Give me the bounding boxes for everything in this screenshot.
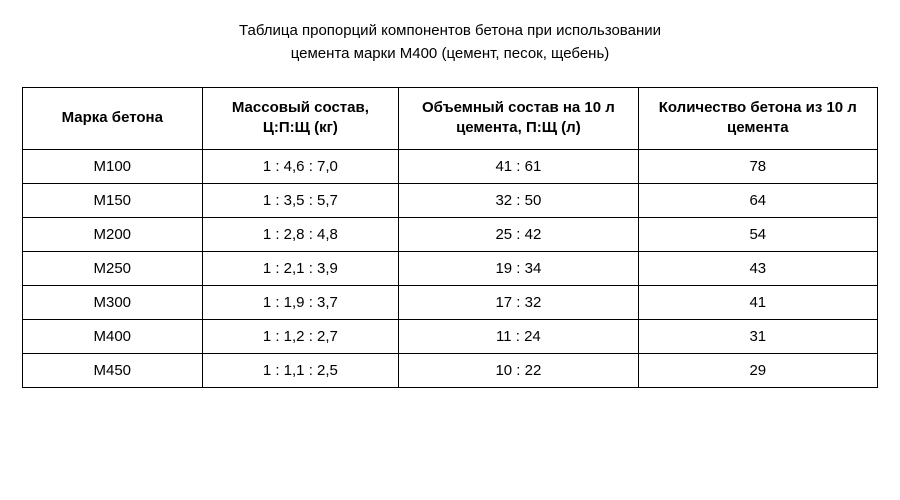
col-header-quantity: Количество бетона из 10 л цемента: [638, 88, 877, 150]
table-header-row: Марка бетона Массовый состав, Ц:П:Щ (кг)…: [23, 88, 878, 150]
cell-grade: М100: [23, 149, 203, 183]
table-row: М200 1 : 2,8 : 4,8 25 : 42 54: [23, 217, 878, 251]
cell-mass: 1 : 3,5 : 5,7: [202, 183, 399, 217]
cell-volume: 10 : 22: [399, 353, 638, 387]
col-header-grade: Марка бетона: [23, 88, 203, 150]
cell-mass: 1 : 4,6 : 7,0: [202, 149, 399, 183]
cell-mass: 1 : 1,2 : 2,7: [202, 319, 399, 353]
cell-volume: 11 : 24: [399, 319, 638, 353]
table-row: М250 1 : 2,1 : 3,9 19 : 34 43: [23, 251, 878, 285]
table-row: М300 1 : 1,9 : 3,7 17 : 32 41: [23, 285, 878, 319]
cell-grade: М250: [23, 251, 203, 285]
cell-mass: 1 : 2,1 : 3,9: [202, 251, 399, 285]
cell-grade: М300: [23, 285, 203, 319]
cell-grade: М200: [23, 217, 203, 251]
table-row: М150 1 : 3,5 : 5,7 32 : 50 64: [23, 183, 878, 217]
cell-grade: М150: [23, 183, 203, 217]
cell-volume: 25 : 42: [399, 217, 638, 251]
cell-volume: 19 : 34: [399, 251, 638, 285]
title-line-1: Таблица пропорций компонентов бетона при…: [239, 22, 661, 39]
cell-quantity: 41: [638, 285, 877, 319]
cell-volume: 17 : 32: [399, 285, 638, 319]
table-row: М450 1 : 1,1 : 2,5 10 : 22 29: [23, 353, 878, 387]
col-header-mass: Массовый состав, Ц:П:Щ (кг): [202, 88, 399, 150]
cell-quantity: 31: [638, 319, 877, 353]
cell-mass: 1 : 1,9 : 3,7: [202, 285, 399, 319]
proportions-table: Марка бетона Массовый состав, Ц:П:Щ (кг)…: [22, 87, 878, 388]
cell-grade: М450: [23, 353, 203, 387]
table-row: М100 1 : 4,6 : 7,0 41 : 61 78: [23, 149, 878, 183]
cell-quantity: 43: [638, 251, 877, 285]
cell-volume: 32 : 50: [399, 183, 638, 217]
title-line-2: цемента марки М400 (цемент, песок, щебен…: [291, 45, 610, 62]
cell-quantity: 78: [638, 149, 877, 183]
cell-quantity: 64: [638, 183, 877, 217]
cell-quantity: 54: [638, 217, 877, 251]
cell-mass: 1 : 2,8 : 4,8: [202, 217, 399, 251]
cell-volume: 41 : 61: [399, 149, 638, 183]
cell-mass: 1 : 1,1 : 2,5: [202, 353, 399, 387]
table-body: М100 1 : 4,6 : 7,0 41 : 61 78 М150 1 : 3…: [23, 149, 878, 387]
cell-quantity: 29: [638, 353, 877, 387]
table-title: Таблица пропорций компонентов бетона при…: [22, 20, 878, 65]
col-header-volume: Объемный состав на 10 л цемента, П:Щ (л): [399, 88, 638, 150]
table-row: М400 1 : 1,2 : 2,7 11 : 24 31: [23, 319, 878, 353]
cell-grade: М400: [23, 319, 203, 353]
